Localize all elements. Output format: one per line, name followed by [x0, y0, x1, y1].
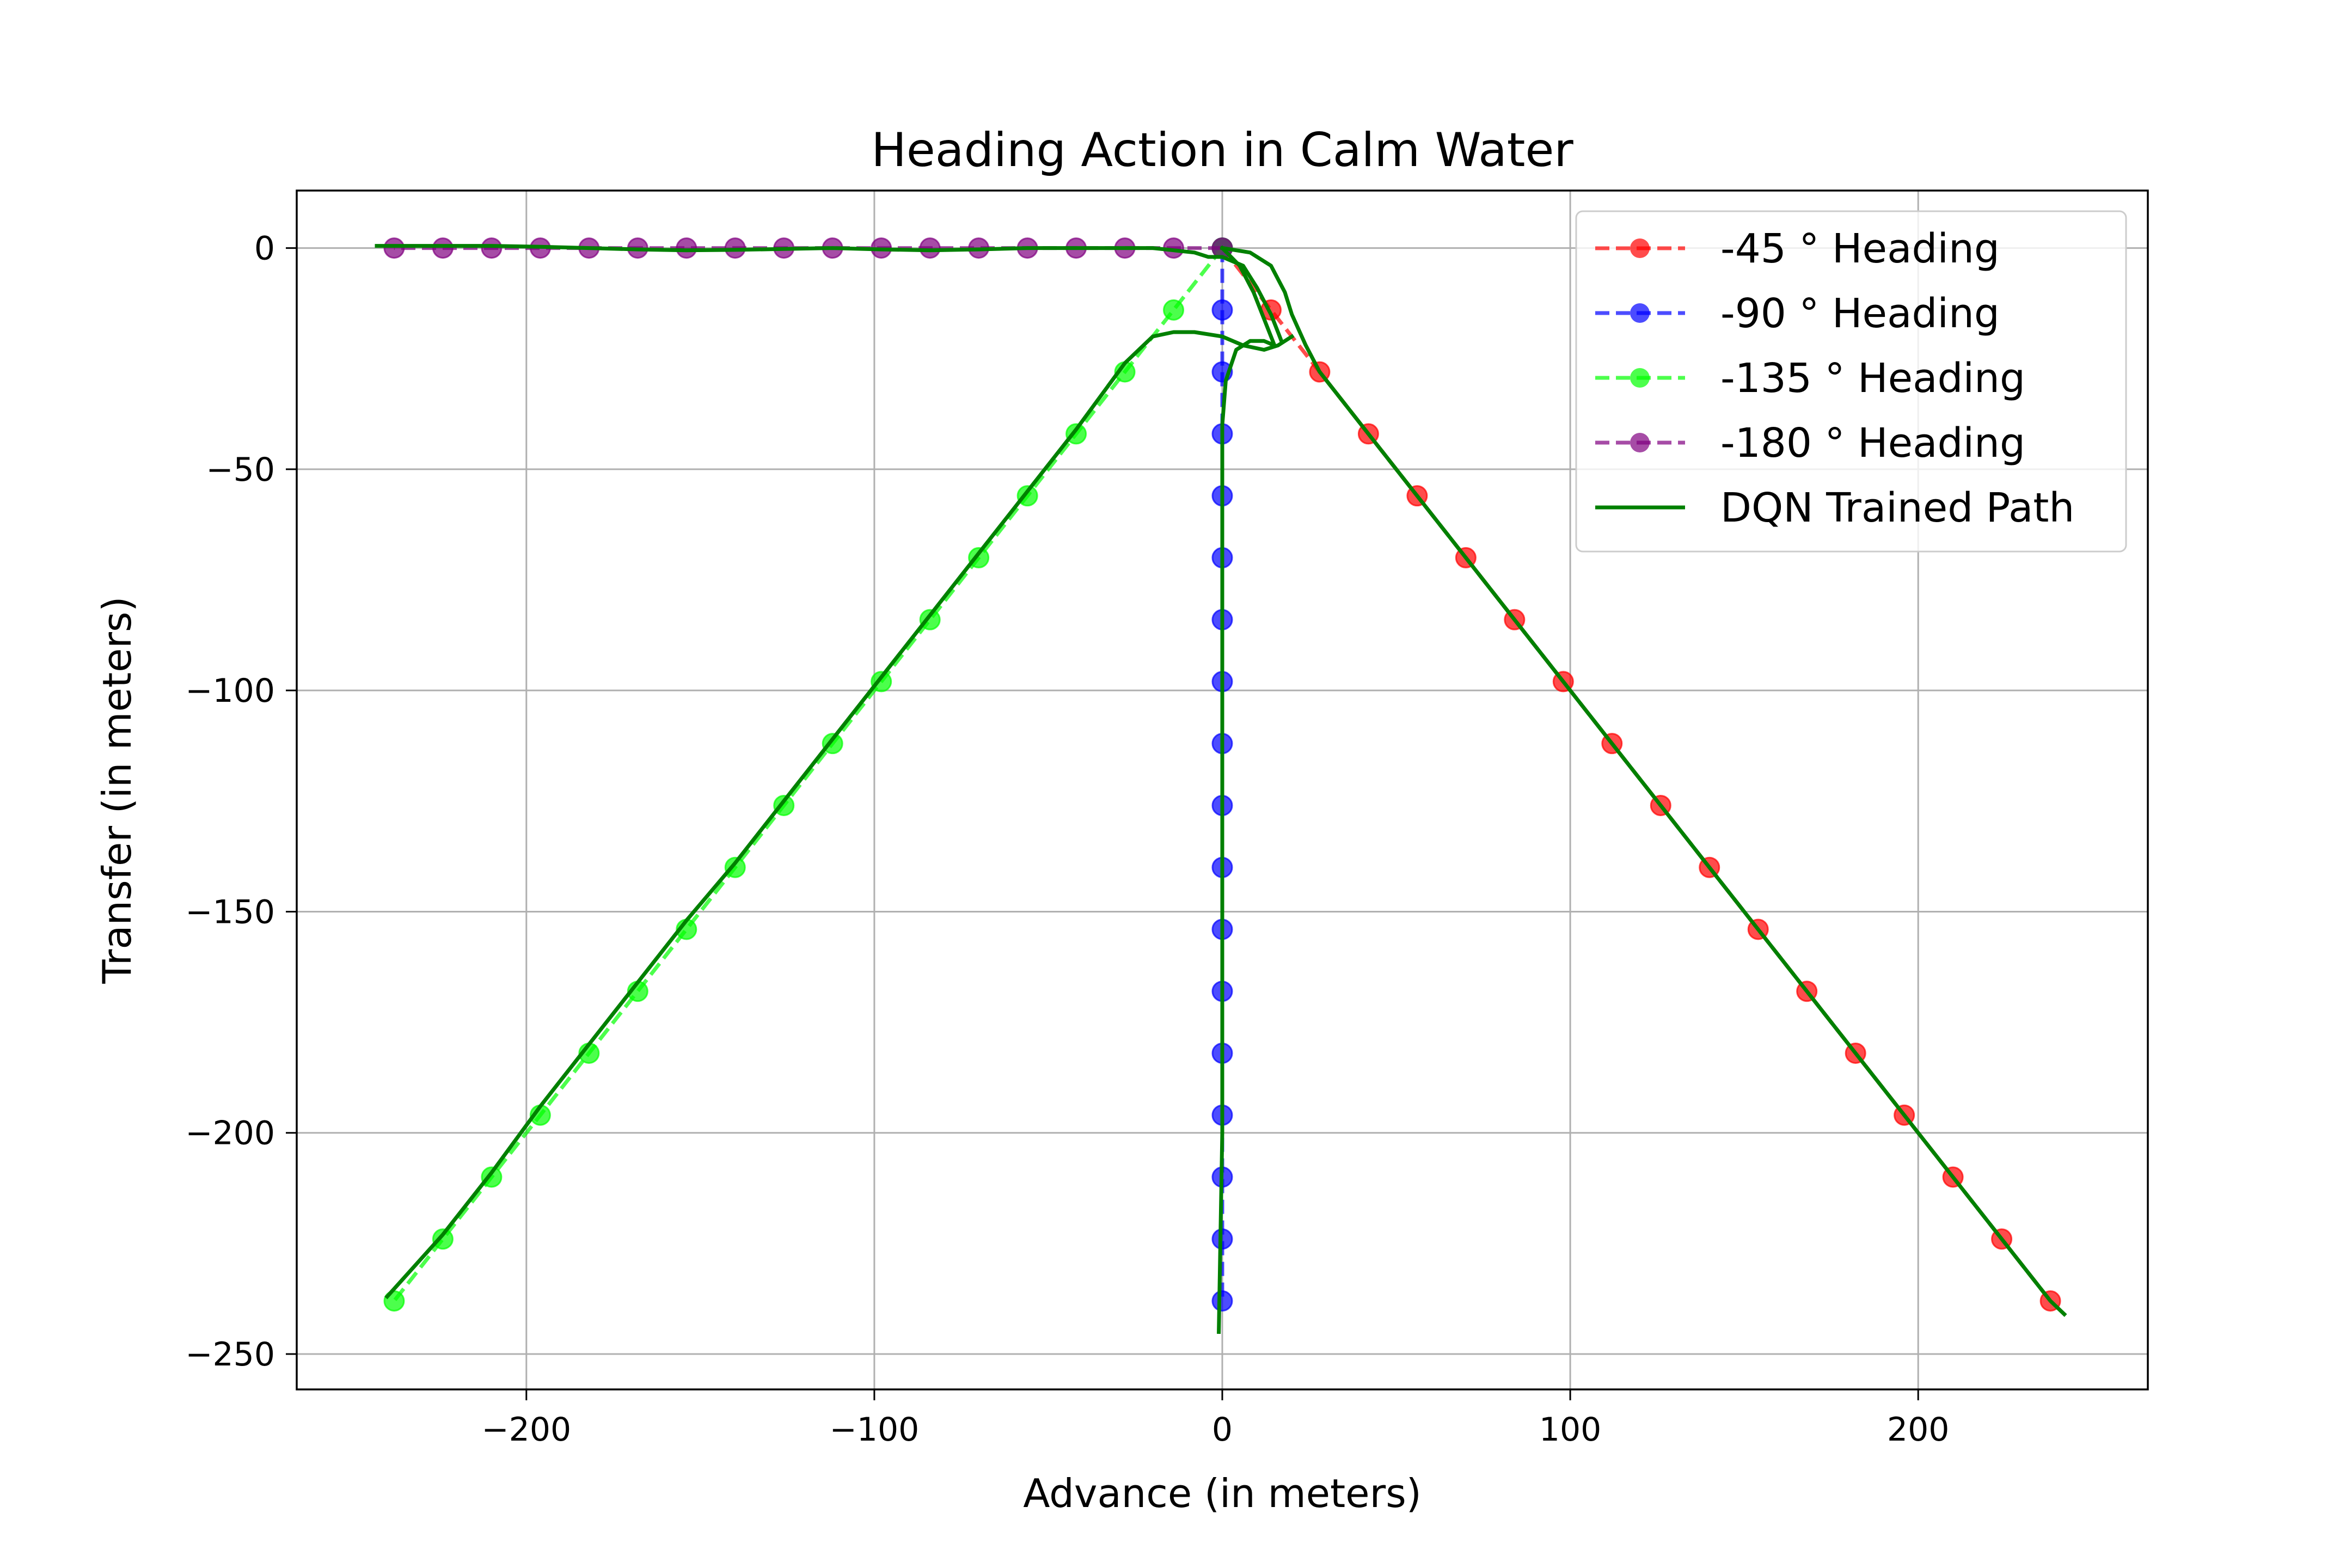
legend-box — [1575, 210, 2127, 553]
data-point — [822, 733, 843, 755]
legend-swatch-marker — [1630, 368, 1650, 388]
data-point — [1016, 485, 1038, 507]
data-point — [773, 794, 795, 816]
legend-item: DQN Trained Path — [1595, 485, 2074, 531]
data-point — [724, 856, 746, 878]
legend-swatch-marker — [1630, 433, 1650, 452]
x-tick-label: 100 — [1539, 1411, 1602, 1449]
x-tick-label: −200 — [481, 1411, 571, 1449]
x-axis-label: Advance (in meters) — [1023, 1471, 1422, 1516]
data-point — [676, 237, 697, 259]
x-tick-label: −100 — [830, 1411, 920, 1449]
y-axis-label: Transfer (in meters) — [94, 596, 140, 984]
y-tick-label: −250 — [185, 1336, 275, 1374]
chart-title: Heading Action in Calm Water — [871, 123, 1573, 177]
data-point — [1211, 1290, 1233, 1312]
legend-label: -135 ° Heading — [1720, 355, 2025, 402]
x-tick-label: 200 — [1887, 1411, 1950, 1449]
data-point — [1163, 299, 1185, 321]
legend-item: -90 ° Heading — [1595, 290, 2000, 337]
x-tick-label: 0 — [1212, 1411, 1233, 1449]
axis-ticks: −200 −100 0 100 200 0 −50 −100 −150 −200 −250 — [185, 230, 1949, 1449]
trained-path-line — [1217, 245, 1277, 1334]
series-4 — [375, 244, 2067, 1334]
legend: -45 ° Heading -90 ° Heading -135 ° Heading… — [1575, 210, 2127, 553]
data-point — [481, 237, 503, 259]
legend-label: -90 ° Heading — [1720, 290, 2000, 337]
legend-item: -45 ° Heading — [1595, 225, 2000, 272]
data-point — [871, 671, 892, 693]
trained-path-line — [1220, 246, 2067, 1317]
y-tick-label: −200 — [185, 1114, 275, 1153]
data-point — [919, 609, 941, 630]
data-point — [432, 1228, 454, 1250]
y-tick-label: −150 — [185, 893, 275, 931]
legend-label: -45 ° Heading — [1720, 225, 2000, 272]
legend-item: -135 ° Heading — [1595, 355, 2025, 402]
legend-swatch-marker — [1630, 238, 1650, 258]
series-layer — [375, 237, 2067, 1334]
legend-label: -180 ° Heading — [1720, 420, 2025, 467]
data-point — [919, 237, 941, 259]
data-point — [1211, 299, 1233, 321]
legend-label: DQN Trained Path — [1720, 485, 2074, 531]
trained-path-line — [375, 244, 1284, 344]
y-tick-label: −50 — [206, 451, 275, 489]
data-point — [383, 237, 405, 259]
legend-item: -180 ° Heading — [1595, 420, 2025, 467]
y-tick-label: 0 — [254, 230, 275, 268]
data-point — [432, 237, 454, 259]
series-line — [393, 247, 1224, 1302]
trained-path-line — [384, 330, 1295, 1300]
legend-swatch-marker — [1630, 303, 1650, 323]
data-point — [968, 547, 990, 568]
y-tick-label: −100 — [185, 672, 275, 710]
